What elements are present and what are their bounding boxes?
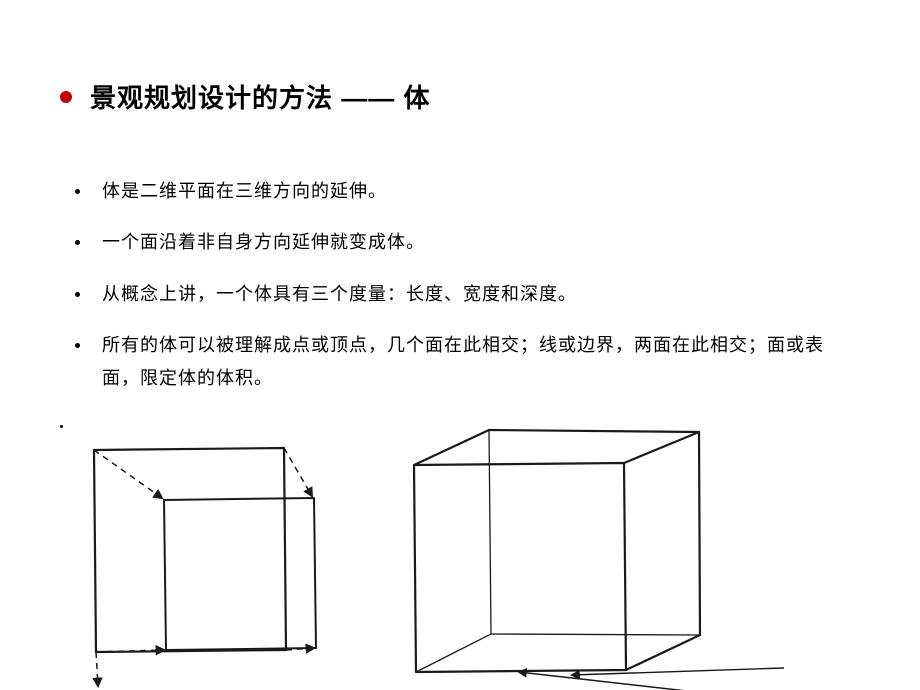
slide: 景观规划设计的方法 —— 体 体是二维平面在三维方向的延伸。 一个面沿着非自身方…: [0, 0, 920, 690]
list-item-text: 从概念上讲，一个体具有三个度量：长度、宽度和深度。: [102, 278, 577, 311]
list-item: 所有的体可以被理解成点或顶点，几个面在此相交；线或边界，两面在此相交；面或表面，…: [75, 329, 860, 396]
list-item: 从概念上讲，一个体具有三个度量：长度、宽度和深度。: [75, 278, 860, 311]
slide-title: 景观规划设计的方法 —— 体: [90, 78, 430, 115]
list-item: 体是二维平面在三维方向的延伸。: [75, 175, 860, 208]
bullet-icon: [75, 189, 80, 194]
list-item: 一个面沿着非自身方向延伸就变成体。: [75, 226, 860, 259]
bullet-icon: [60, 425, 63, 428]
list-item-text: 所有的体可以被理解成点或顶点，几个面在此相交；线或边界，两面在此相交；面或表面，…: [102, 329, 860, 396]
cube-solid-diagram: [384, 420, 784, 690]
list-item-text: 体是二维平面在三维方向的延伸。: [102, 175, 387, 208]
bullet-icon: [75, 343, 80, 348]
bullet-icon: [75, 240, 80, 245]
cube-dashed-diagram: [64, 420, 354, 690]
diagrams-area: [50, 420, 870, 690]
body-list: 体是二维平面在三维方向的延伸。 一个面沿着非自身方向延伸就变成体。 从概念上讲，…: [60, 175, 860, 395]
list-item-text: 一个面沿着非自身方向延伸就变成体。: [102, 226, 425, 259]
title-row: 景观规划设计的方法 —— 体: [60, 78, 860, 115]
bullet-icon: [75, 292, 80, 297]
title-bullet-icon: [60, 91, 72, 103]
